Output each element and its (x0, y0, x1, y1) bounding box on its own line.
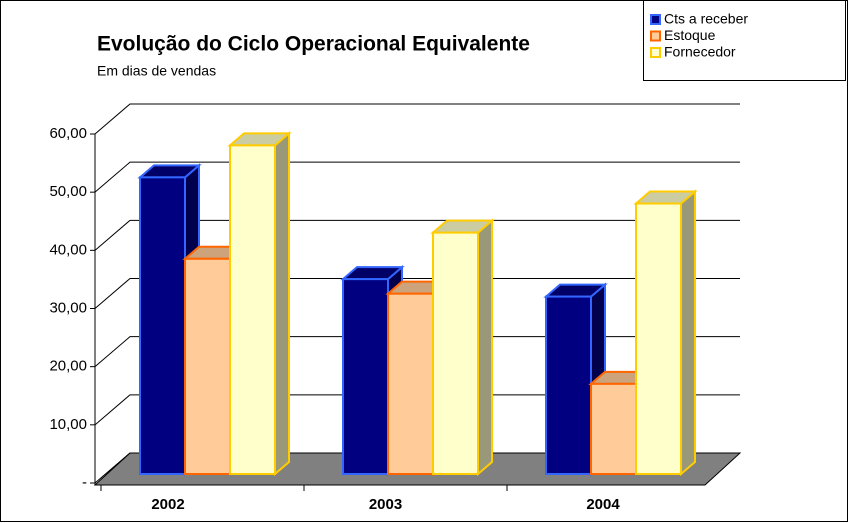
legend-box (643, 0, 846, 81)
bar-side (274, 131, 290, 477)
chart-title: Evolução do Ciclo Operacional Equivalent… (97, 33, 530, 56)
y-tick-label: 10,00 (49, 416, 87, 433)
bar (590, 382, 637, 476)
legend-label: Estoque (664, 27, 716, 43)
bar (545, 295, 592, 476)
legend-swatch (650, 47, 661, 58)
grid-line (94, 103, 740, 135)
x-tick-label: 2002 (151, 496, 184, 513)
bar-side (680, 189, 696, 477)
grid-line (94, 219, 740, 251)
bar (139, 176, 186, 475)
legend-swatch (650, 30, 661, 42)
grid-line (94, 278, 740, 309)
bar (184, 257, 231, 475)
grid-line (94, 336, 740, 368)
grid-line (94, 394, 740, 426)
y-tick-label: 40,00 (49, 241, 87, 258)
bar (229, 144, 276, 475)
bar (635, 202, 682, 475)
grid-line (94, 452, 740, 484)
bar-side (477, 218, 493, 477)
y-tick-label: 50,00 (49, 183, 87, 200)
y-tick-label: 30,00 (49, 299, 87, 316)
legend-swatch (650, 14, 661, 25)
legend-label: Fornecedor (664, 44, 736, 60)
y-tick-label: - (82, 474, 87, 491)
x-tick-label: 2003 (369, 496, 402, 513)
bar (432, 231, 479, 475)
legend-label: Cts a receber (664, 11, 748, 27)
chart-subtitle: Em dias de vendas (97, 63, 216, 79)
bar (387, 292, 434, 475)
grid-line (94, 161, 740, 193)
x-tick-label: 2004 (586, 496, 620, 513)
bar (342, 278, 389, 475)
y-tick-label: 20,00 (49, 358, 87, 375)
y-tick-label: 60,00 (49, 125, 87, 142)
